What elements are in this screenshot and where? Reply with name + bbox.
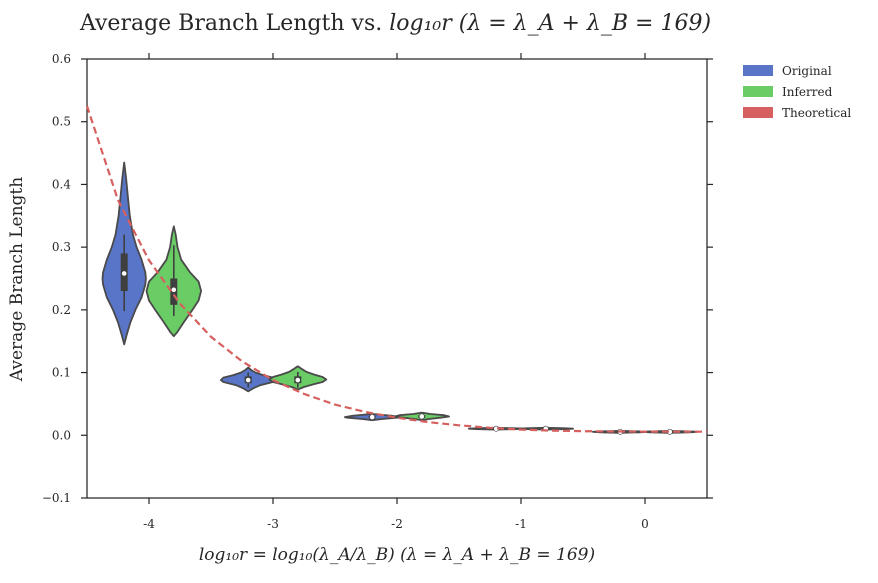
chart-marks — [85, 105, 707, 435]
axis-ticks: -4 -3 -2 -1 0 −0.1 0.0 0.1 0.2 0.3 0.4 0.5 0.6 — [42, 52, 713, 531]
legend-label: Inferred — [782, 85, 833, 99]
y-tick-label: 0.0 — [52, 428, 71, 442]
y-tick-label: 0.1 — [52, 366, 71, 380]
legend-swatch — [743, 107, 773, 118]
y-tick-label: 0.4 — [52, 177, 71, 191]
y-tick-label: 0.6 — [52, 52, 71, 66]
x-tick-label: -1 — [515, 517, 527, 531]
legend-label: Theoretical — [782, 106, 851, 120]
chart-title-text: Average Branch Length vs. — [79, 11, 389, 36]
theoretical-line — [85, 105, 707, 433]
chart-title-math: log₁₀r (λ = λ_A + λ_B = 169) — [389, 11, 711, 36]
violin-median — [294, 377, 301, 383]
y-tick-label: 0.5 — [52, 115, 71, 129]
legend-swatch — [743, 65, 773, 76]
x-tick-label: -3 — [267, 517, 279, 531]
legend-label: Original — [782, 64, 832, 78]
violin-median — [369, 414, 376, 420]
y-tick-label: 0.3 — [52, 240, 71, 254]
x-tick-label: -2 — [391, 517, 403, 531]
violin-median — [121, 270, 128, 277]
violin-median — [245, 377, 252, 383]
y-axis-label: Average Branch Length — [7, 177, 27, 382]
legend-swatch — [743, 86, 773, 97]
x-tick-label: 0 — [641, 517, 649, 531]
x-tick-label: -4 — [143, 517, 155, 531]
y-tick-label: −0.1 — [42, 491, 71, 505]
violin-median — [170, 286, 177, 293]
violin-median — [418, 413, 425, 420]
legend: Original Inferred Theoretical — [743, 64, 851, 120]
chart-title: Average Branch Length vs. log₁₀r (λ = λ_… — [79, 11, 711, 36]
x-axis-label: log₁₀r = log₁₀(λ_A/λ_B) (λ = λ_A + λ_B =… — [199, 545, 595, 565]
y-tick-label: 0.2 — [52, 303, 71, 317]
